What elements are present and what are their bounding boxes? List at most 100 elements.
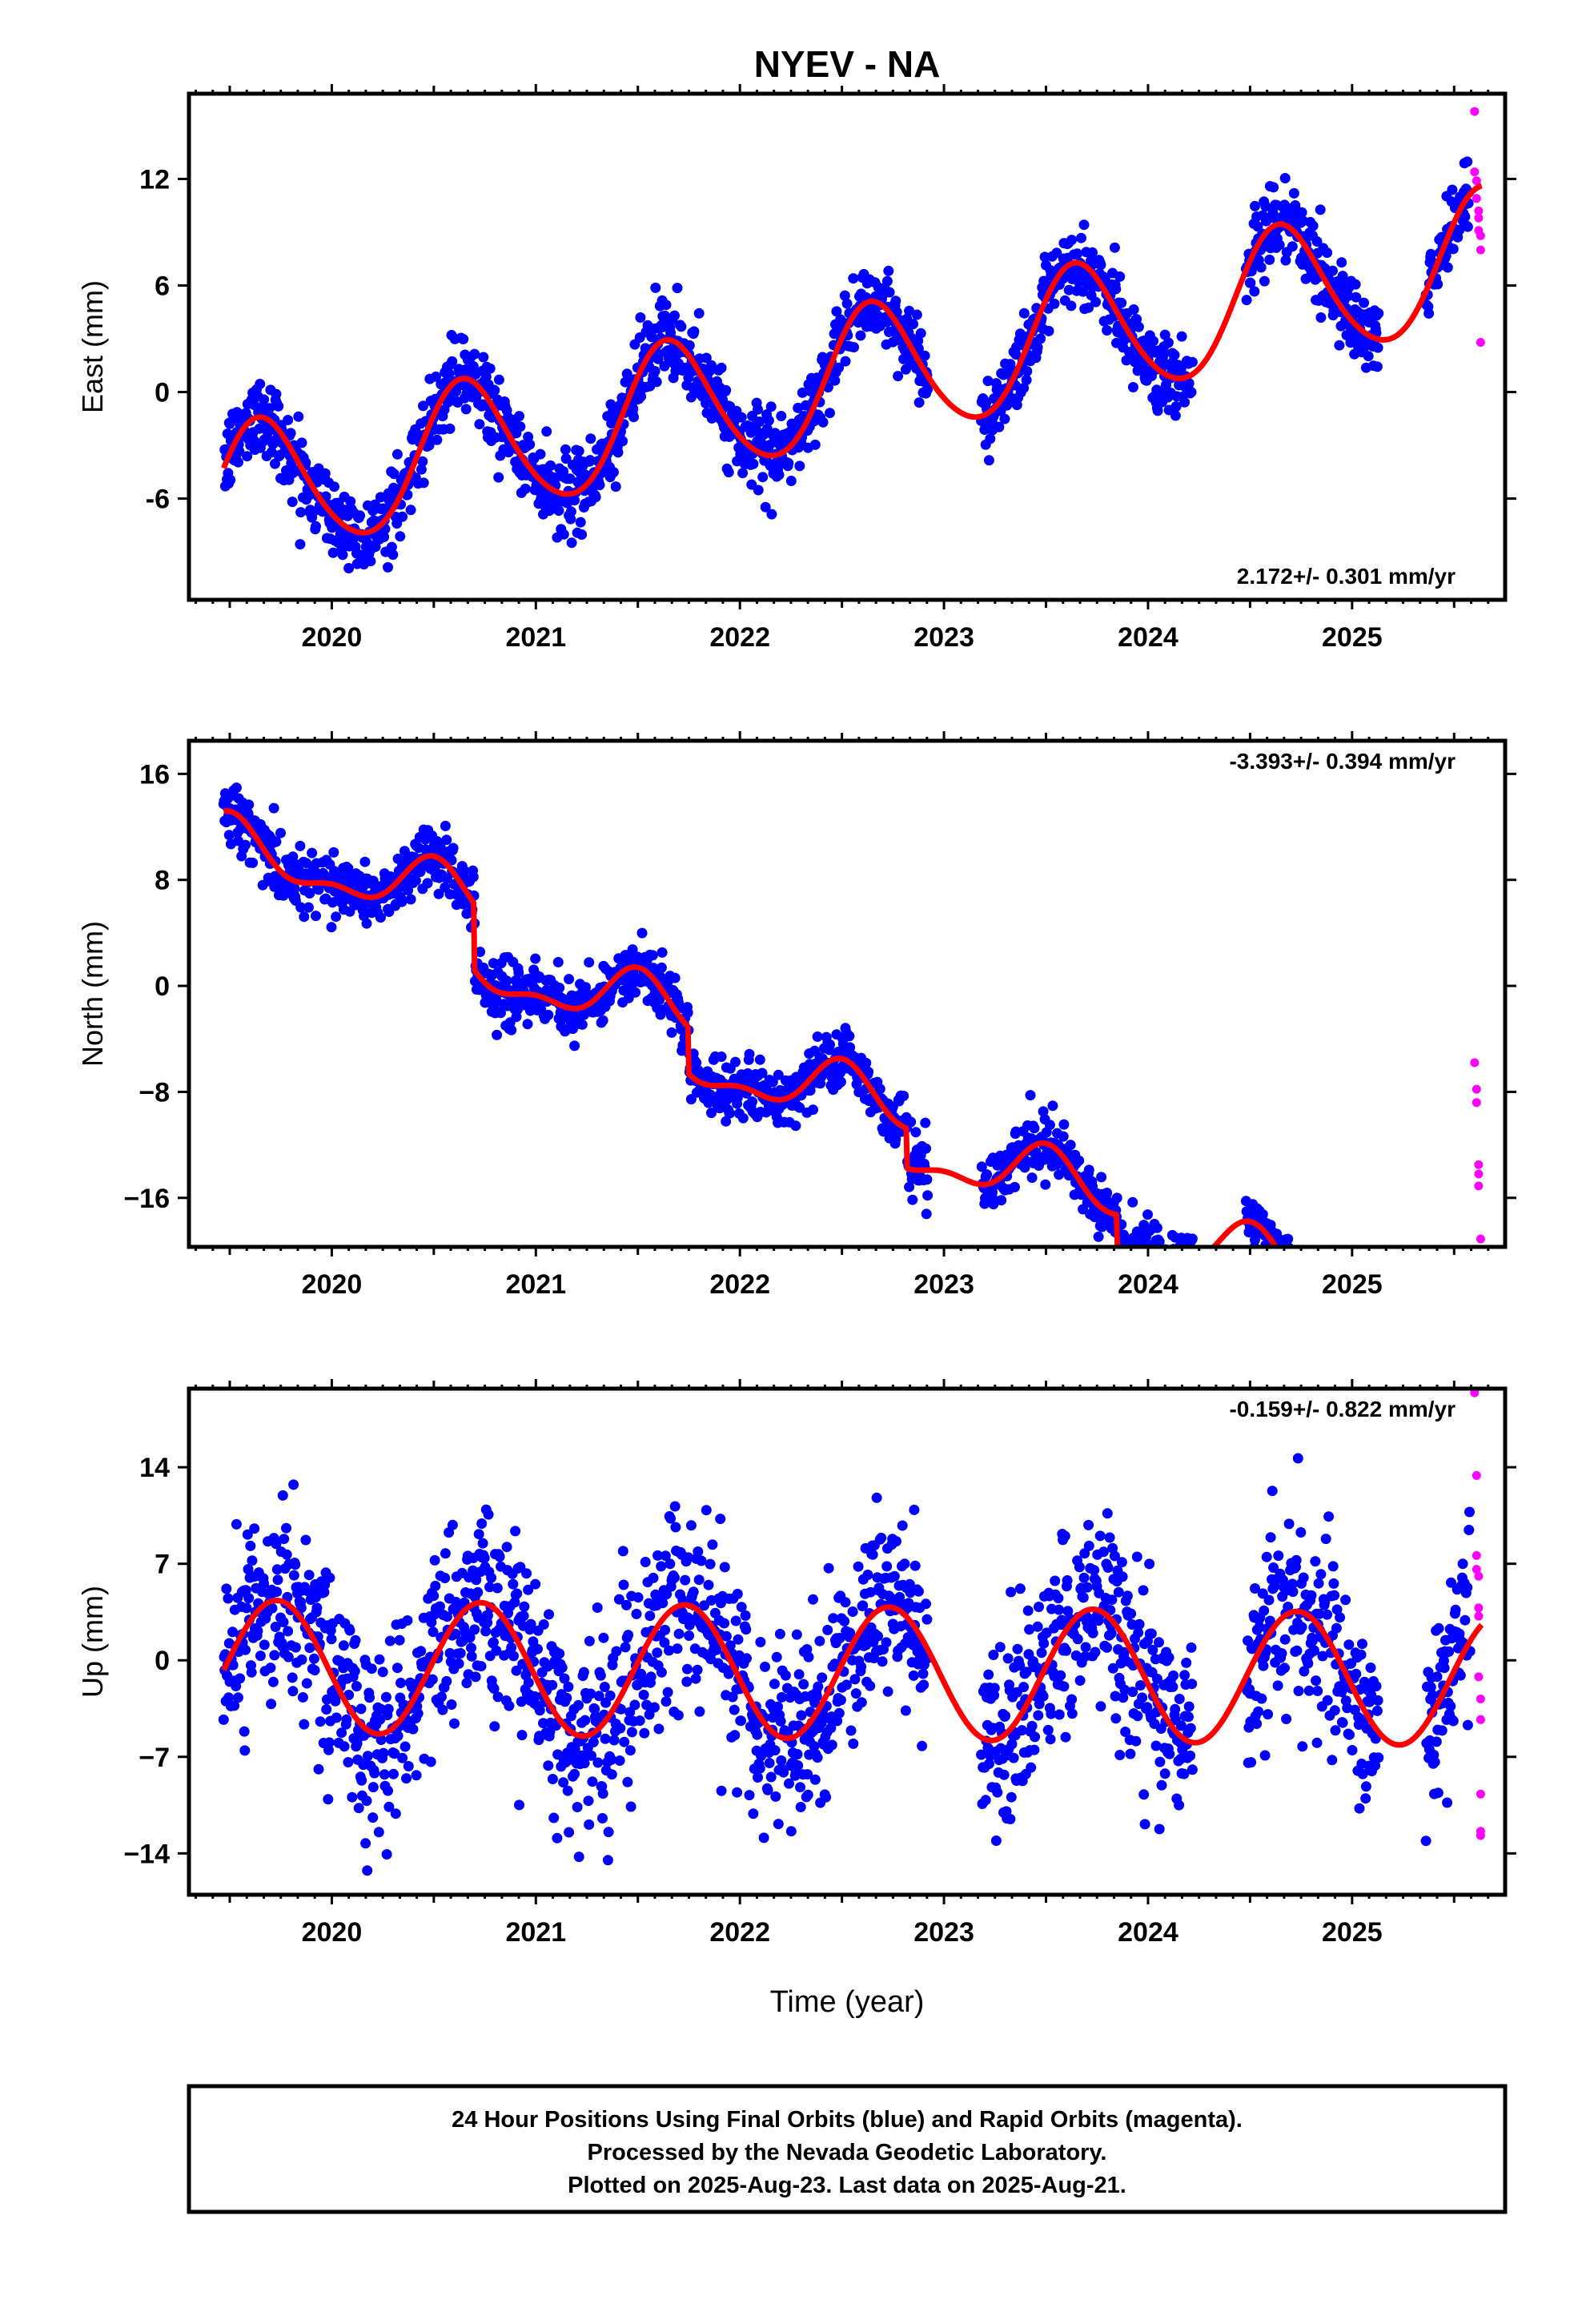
final-orbit-point xyxy=(1349,1314,1359,1325)
final-orbit-point xyxy=(996,1195,1007,1206)
final-orbit-point xyxy=(1438,1305,1448,1315)
final-orbit-point xyxy=(242,1529,253,1540)
x-tick-label: 2022 xyxy=(709,1269,770,1300)
final-orbit-point xyxy=(976,1161,987,1172)
final-orbit-point xyxy=(1456,1315,1466,1325)
final-orbit-point xyxy=(492,1691,504,1703)
final-orbit-point xyxy=(802,1789,813,1800)
final-orbit-point xyxy=(737,1112,749,1124)
final-orbit-point xyxy=(1127,1196,1138,1208)
final-orbit-point xyxy=(313,1763,324,1775)
final-orbit-point xyxy=(379,1769,390,1780)
final-orbit-point xyxy=(475,947,486,958)
final-orbit-point xyxy=(1434,1310,1444,1321)
final-orbit-point xyxy=(447,356,458,367)
final-orbit-point xyxy=(1342,1315,1352,1325)
final-orbit-point xyxy=(1241,295,1252,306)
y-tick-label: 8 xyxy=(155,866,170,896)
final-orbit-point xyxy=(1356,1322,1367,1333)
final-orbit-point xyxy=(1066,1694,1078,1705)
rapid-orbit-point xyxy=(1476,338,1485,347)
final-orbit-point xyxy=(520,483,531,494)
final-orbit-point xyxy=(705,1558,716,1570)
final-orbit-point xyxy=(1030,1731,1041,1743)
final-orbit-point xyxy=(606,1769,617,1780)
final-orbit-point xyxy=(794,460,805,472)
final-orbit-point xyxy=(275,827,286,838)
rapid-orbit-point xyxy=(1470,1058,1480,1068)
final-orbit-point xyxy=(666,1027,677,1038)
north-frame xyxy=(187,738,1508,1249)
final-orbit-point xyxy=(1062,1575,1073,1586)
final-orbit-point xyxy=(1006,1586,1017,1598)
final-orbit-point xyxy=(290,1642,301,1653)
final-orbit-point xyxy=(769,428,781,439)
final-orbit-point xyxy=(796,1710,807,1721)
final-orbit-point xyxy=(764,1758,775,1768)
final-orbit-point xyxy=(543,1760,554,1771)
final-orbit-point xyxy=(587,1776,598,1787)
final-orbit-point xyxy=(392,1731,404,1742)
final-orbit-point xyxy=(547,1679,558,1691)
final-orbit-point xyxy=(656,962,667,973)
final-orbit-point xyxy=(1315,1340,1326,1350)
final-orbit-point xyxy=(769,1745,781,1756)
final-orbit-point xyxy=(753,485,764,496)
final-orbit-point xyxy=(1427,1308,1437,1318)
final-orbit-point xyxy=(682,1007,693,1018)
final-orbit-point xyxy=(1421,1305,1431,1316)
final-orbit-point xyxy=(758,1832,769,1844)
final-orbit-point xyxy=(1460,1305,1470,1315)
final-orbit-point xyxy=(1127,382,1138,392)
final-orbit-point xyxy=(1429,1294,1439,1305)
final-orbit-point xyxy=(809,1774,821,1785)
final-orbit-point xyxy=(730,1056,741,1068)
rapid-orbit-point xyxy=(1474,206,1484,215)
final-orbit-point xyxy=(1461,1302,1472,1313)
final-orbit-point xyxy=(1432,1293,1443,1304)
final-orbit-point xyxy=(476,1518,488,1529)
final-orbit-point xyxy=(608,1735,620,1746)
final-orbit-point xyxy=(221,1583,232,1594)
final-orbit-point xyxy=(1459,1286,1469,1297)
final-orbit-point xyxy=(240,839,251,850)
final-orbit-point xyxy=(1346,1316,1356,1326)
final-orbit-point xyxy=(592,1757,604,1768)
final-orbit-point xyxy=(1102,1642,1113,1653)
final-orbit-point xyxy=(669,972,681,983)
final-orbit-point xyxy=(569,1768,580,1779)
final-orbit-point xyxy=(301,1678,312,1689)
final-orbit-point xyxy=(631,1608,642,1619)
final-orbit-point xyxy=(656,1667,667,1678)
final-orbit-point xyxy=(1005,1814,1016,1824)
x-tick-label: 2023 xyxy=(913,622,974,653)
final-orbit-point xyxy=(513,967,524,978)
final-orbit-point xyxy=(501,975,512,987)
final-orbit-point xyxy=(706,1108,717,1119)
final-orbit-point xyxy=(741,1653,752,1664)
final-orbit-point xyxy=(721,1630,732,1642)
final-orbit-point xyxy=(1279,173,1291,183)
final-orbit-point xyxy=(760,1661,770,1672)
final-orbit-point xyxy=(1163,1250,1174,1261)
final-orbit-point xyxy=(283,415,294,425)
final-orbit-point xyxy=(1026,1172,1038,1184)
final-orbit-point xyxy=(501,1542,512,1553)
final-orbit-point xyxy=(1125,1253,1135,1264)
final-orbit-point xyxy=(469,348,480,360)
final-orbit-point xyxy=(343,1757,354,1767)
x-tick-label: 2020 xyxy=(302,622,363,653)
final-orbit-point xyxy=(985,433,996,444)
final-orbit-point xyxy=(1449,1301,1460,1311)
final-orbit-point xyxy=(359,856,371,867)
final-orbit-point xyxy=(863,1066,874,1077)
final-orbit-point xyxy=(530,1578,541,1590)
final-orbit-point xyxy=(909,1560,921,1571)
final-orbit-point xyxy=(231,1681,242,1691)
final-orbit-point xyxy=(576,529,588,540)
final-orbit-point xyxy=(855,330,866,341)
final-orbit-point xyxy=(1060,1731,1071,1743)
final-orbit-point xyxy=(907,1194,918,1205)
final-orbit-point xyxy=(597,1813,608,1823)
final-orbit-point xyxy=(612,447,624,458)
